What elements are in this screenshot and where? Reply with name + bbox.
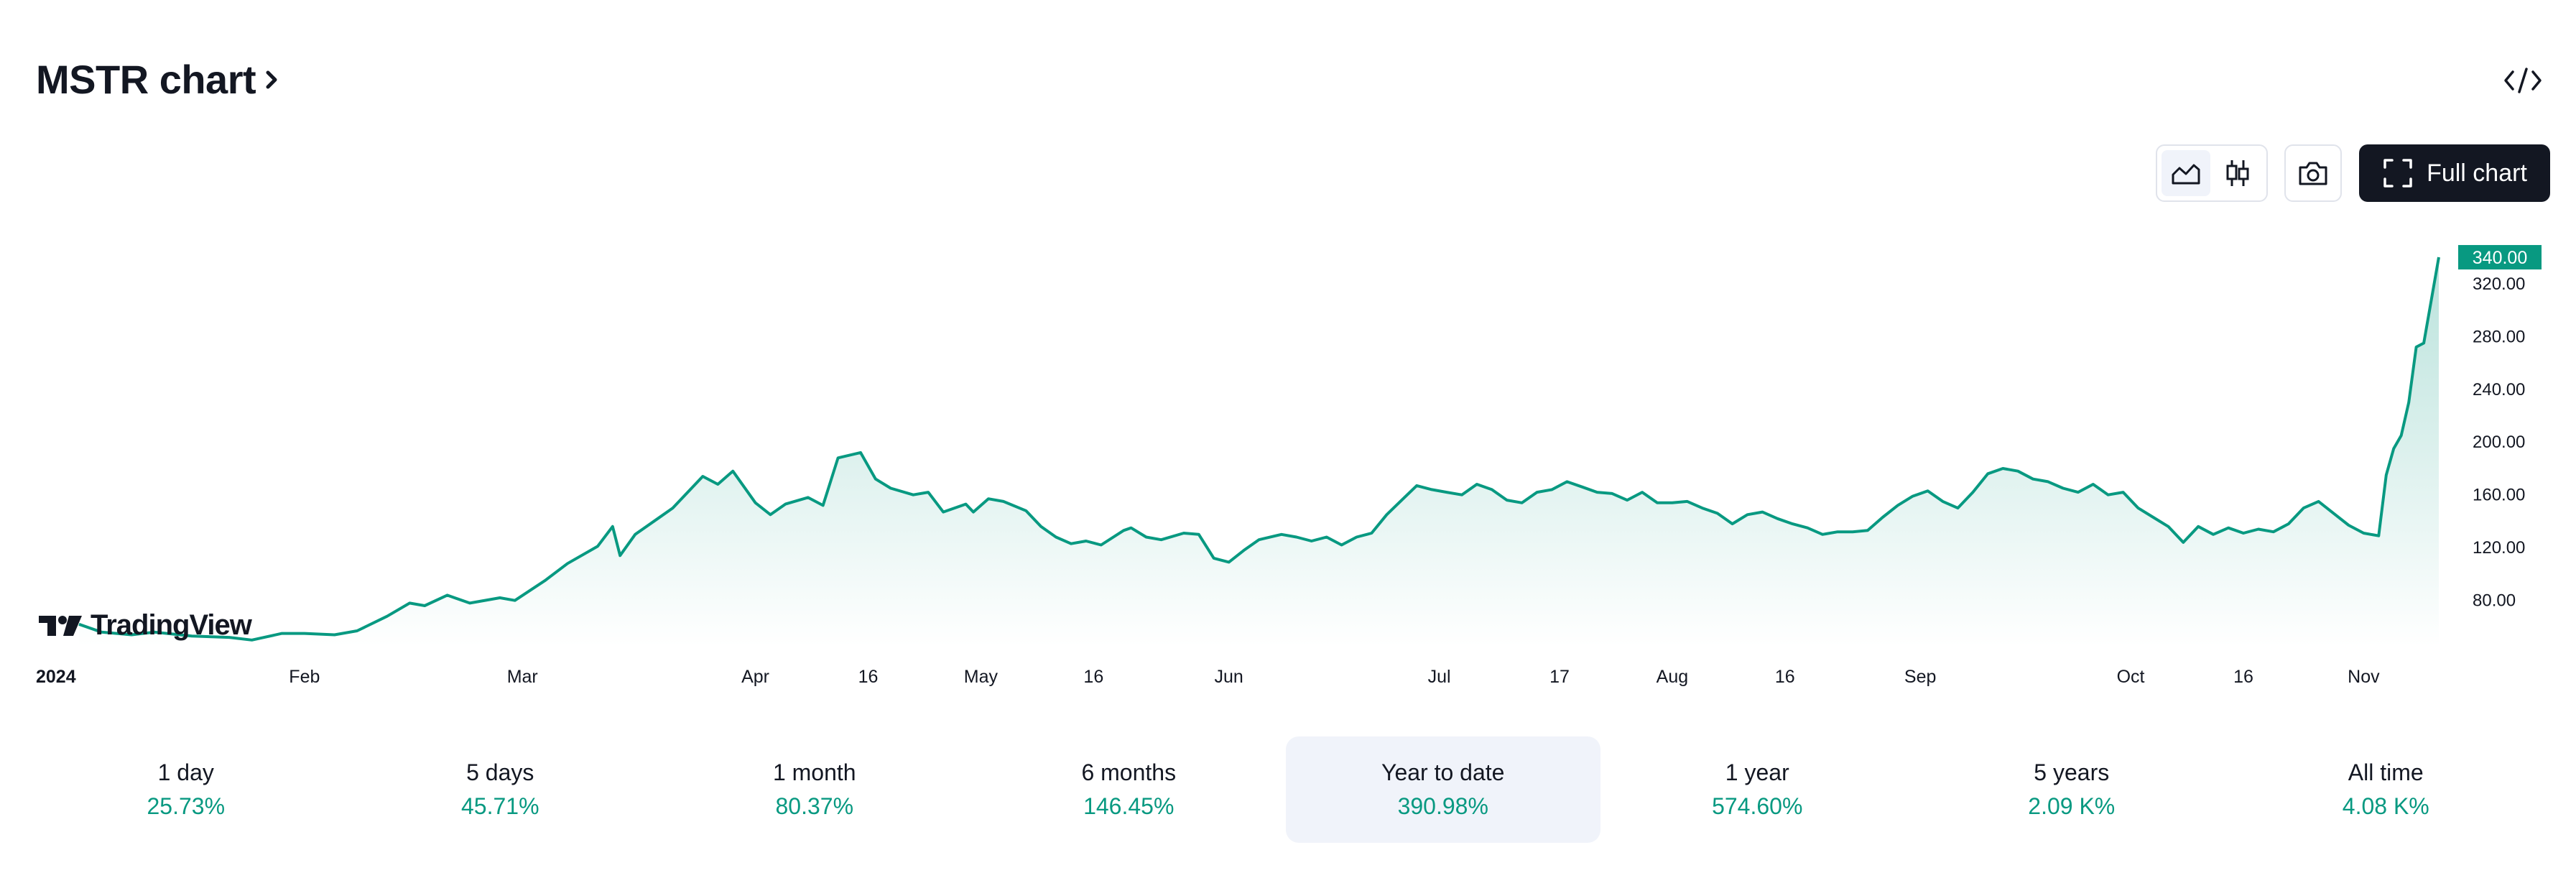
area-chart-icon xyxy=(2172,164,2200,185)
price-area-fill xyxy=(79,257,2439,647)
area-chart-button[interactable] xyxy=(2162,150,2210,196)
full-chart-label: Full chart xyxy=(2427,159,2527,187)
page-title: MSTR chart xyxy=(36,57,256,102)
chevron-right-icon xyxy=(266,70,277,88)
y-axis-tick-label: 80.00 xyxy=(2473,591,2516,611)
x-axis-tick-label: Sep xyxy=(1904,667,1936,687)
y-axis-tick-label: 160.00 xyxy=(2473,486,2525,505)
period-label: 1 month xyxy=(772,759,856,785)
period-label: 6 months xyxy=(1081,759,1177,785)
code-embed-icon xyxy=(2504,68,2542,93)
period-change: 390.98% xyxy=(1397,793,1488,819)
x-axis-tick-label: 16 xyxy=(858,667,879,687)
last-price-label: 340.00 xyxy=(2473,248,2527,268)
x-axis-tick-label: 2024 xyxy=(36,667,76,687)
y-axis-tick-label: 240.00 xyxy=(2473,380,2525,399)
tradingview-logo-icon xyxy=(39,615,82,636)
x-axis-tick-label: Feb xyxy=(289,667,320,687)
period-1-day[interactable]: 1 day 25.73% xyxy=(29,736,343,843)
x-axis-tick-label: Apr xyxy=(741,667,769,687)
period-6-months[interactable]: 6 months 146.45% xyxy=(972,736,1287,843)
x-axis-tick-label: 17 xyxy=(1549,667,1570,687)
period-all-time[interactable]: All time 4.08 K% xyxy=(2229,736,2544,843)
camera-icon xyxy=(2299,162,2327,185)
y-axis-tick-label: 120.00 xyxy=(2473,538,2525,558)
period-label: 1 year xyxy=(1725,759,1789,785)
period-selector: 1 day 25.73% 5 days 45.71% 1 month 80.37… xyxy=(29,736,2543,843)
period-label: All time xyxy=(2348,759,2424,785)
chart-title-link[interactable]: MSTR chart xyxy=(36,56,280,103)
period-label: 1 day xyxy=(157,759,214,785)
price-line xyxy=(78,257,2440,642)
x-axis-tick-label: May xyxy=(964,667,999,687)
x-axis-tick-label: Jul xyxy=(1428,667,1451,687)
x-axis-tick-label: 16 xyxy=(1775,667,1795,687)
period-1-year[interactable]: 1 year 574.60% xyxy=(1600,736,1915,843)
x-axis-tick-label: Jun xyxy=(1214,667,1243,687)
period-change: 574.60% xyxy=(1712,793,1803,819)
period-change: 45.71% xyxy=(460,793,539,819)
period-5-years[interactable]: 5 years 2.09 K% xyxy=(1914,736,2229,843)
period-label: 5 days xyxy=(466,759,534,785)
x-axis-tick-label: 16 xyxy=(2233,667,2253,687)
screenshot-button[interactable] xyxy=(2284,144,2342,202)
period-1-month[interactable]: 1 month 80.37% xyxy=(657,736,972,843)
candles-icon xyxy=(2226,160,2249,186)
x-axis-tick-label: Oct xyxy=(2117,667,2145,687)
y-axis-tick-label: 320.00 xyxy=(2473,274,2525,294)
x-axis-tick-label: Aug xyxy=(1657,667,1688,687)
period-label: 5 years xyxy=(2034,759,2110,785)
period-change: 80.37% xyxy=(775,793,854,819)
chart-style-toggle xyxy=(2156,144,2268,202)
candles-chart-button[interactable] xyxy=(2213,150,2262,196)
period-5-days[interactable]: 5 days 45.71% xyxy=(343,736,658,843)
period-change: 4.08 K% xyxy=(2342,793,2429,819)
period-year-to-date[interactable]: Year to date 390.98% xyxy=(1286,736,1600,843)
period-label: Year to date xyxy=(1381,759,1505,785)
period-change: 2.09 K% xyxy=(2028,793,2116,819)
full-chart-button[interactable]: Full chart xyxy=(2359,144,2550,202)
fullscreen-icon xyxy=(2383,159,2412,188)
period-change: 25.73% xyxy=(147,793,226,819)
tradingview-logo[interactable]: TradingView xyxy=(37,609,252,642)
period-change: 146.45% xyxy=(1083,793,1175,819)
x-axis-tick-label: Mar xyxy=(507,667,538,687)
price-chart[interactable]: 80.00 120.00 160.00 200.00 240.00 280.00 320.0… xyxy=(0,216,2576,704)
embed-code-button[interactable] xyxy=(2503,66,2543,95)
x-axis-tick-label: Nov xyxy=(2348,667,2380,687)
tradingview-logo-text: TradingView xyxy=(91,609,252,641)
y-axis-tick-label: 200.00 xyxy=(2473,433,2525,452)
y-axis-tick-label: 280.00 xyxy=(2473,327,2525,346)
x-axis-tick-label: 16 xyxy=(1083,667,1103,687)
last-price-badge: 340.00 xyxy=(2458,245,2542,270)
